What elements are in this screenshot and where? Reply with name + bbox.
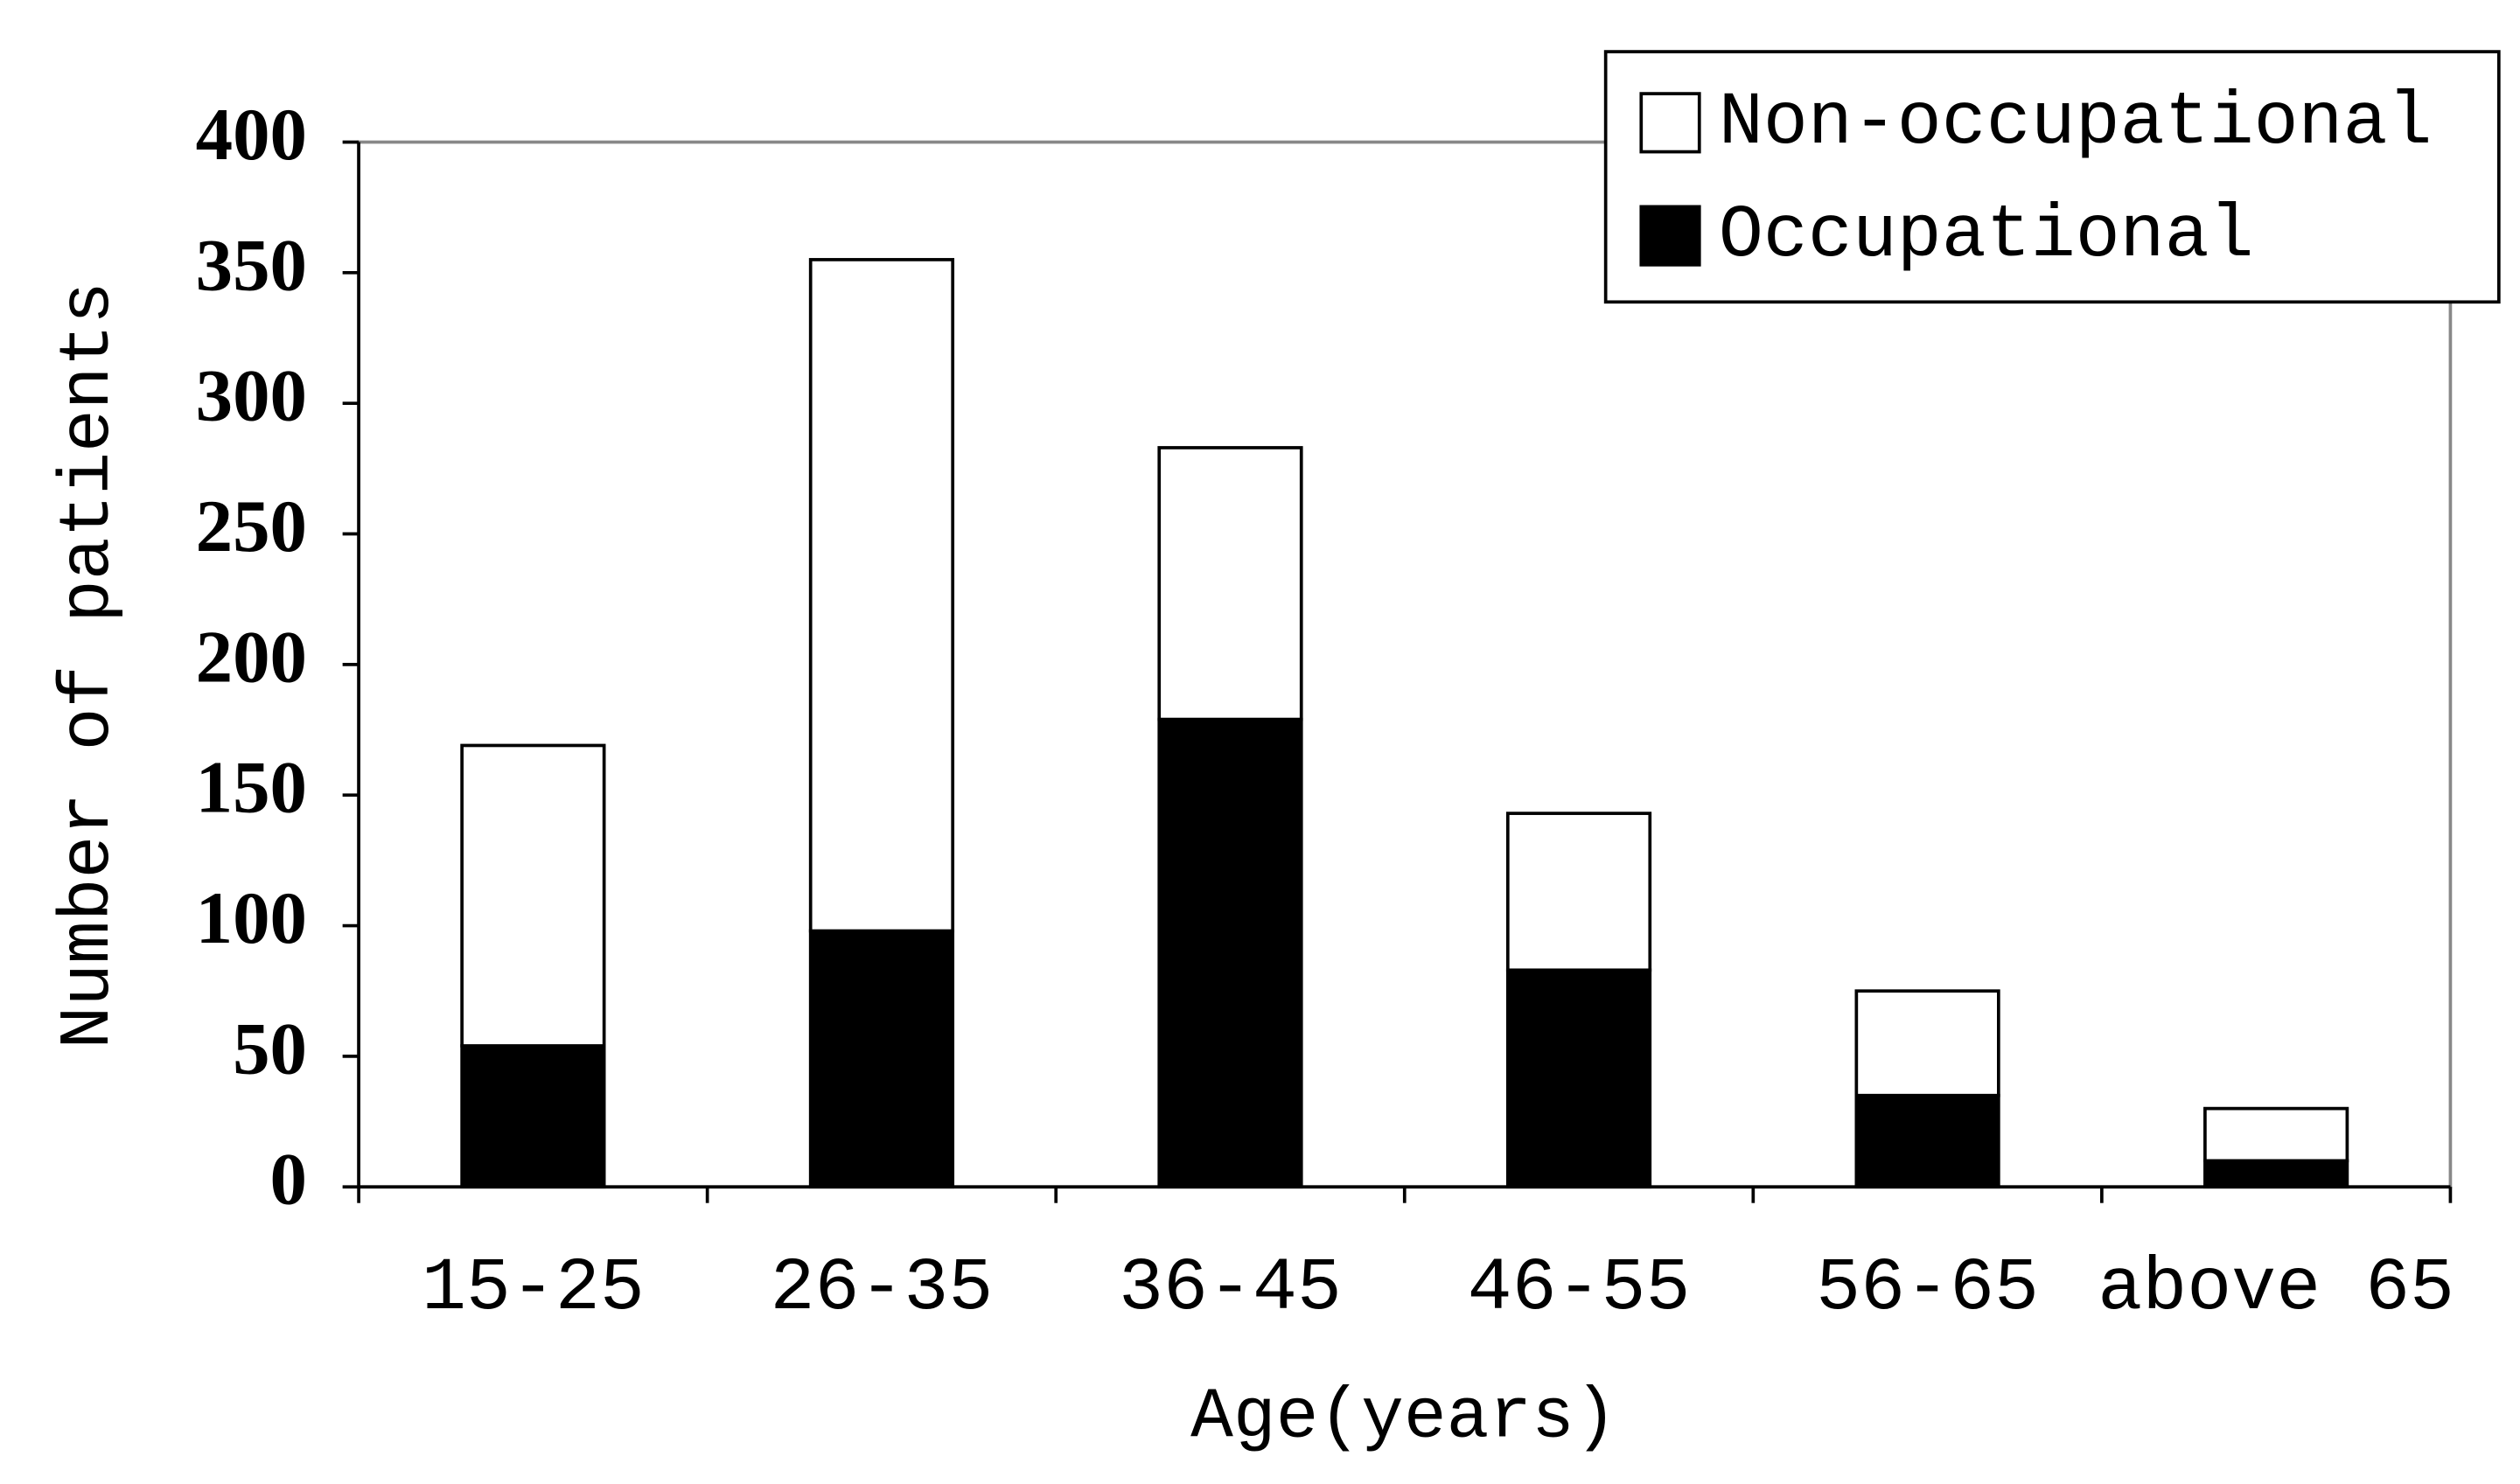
x-tick-label: 15-25 [422,1246,645,1331]
x-tick-label: 26-35 [771,1246,994,1331]
y-tick-label: 200 [196,616,307,698]
y-tick-label: 50 [233,1007,307,1090]
bar-segment [1854,989,2000,1097]
legend-box [1603,50,2501,304]
y-tick-label: 400 [196,94,307,176]
bar-segment [460,743,606,1048]
legend-label: Non-occupational [1719,80,2433,165]
y-axis-label: Number of patients [49,282,129,1049]
bar-segment [2203,1159,2349,1189]
bar-segment [808,258,955,933]
legend-swatch [1639,92,1701,154]
y-tick-label: 0 [270,1139,307,1221]
legend-label: Occupational [1719,193,2254,278]
bar-segment [1854,1093,2000,1189]
bar-segment [1157,446,1303,721]
bar-segment [1505,812,1652,972]
bar-segment [1157,717,1303,1189]
bar-segment [2203,1106,2349,1163]
x-axis-label: Age(years) [1190,1378,1617,1459]
y-tick-label: 150 [196,747,307,829]
x-tick-label: 46-55 [1468,1246,1691,1331]
legend-swatch [1639,205,1701,267]
bar-segment [460,1044,606,1189]
y-tick-label: 250 [196,485,307,568]
bar-segment [808,929,955,1189]
y-tick-label: 100 [196,877,307,959]
x-tick-label: 36-45 [1119,1246,1342,1331]
y-tick-label: 350 [196,224,307,306]
y-tick-label: 300 [196,355,307,437]
bar-segment [1505,968,1652,1189]
x-tick-label: above 65 [2098,1246,2454,1331]
x-tick-label: 56-65 [1816,1246,2039,1331]
